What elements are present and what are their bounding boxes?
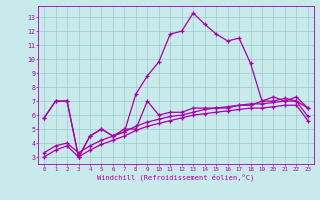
X-axis label: Windchill (Refroidissement éolien,°C): Windchill (Refroidissement éolien,°C) bbox=[97, 173, 255, 181]
